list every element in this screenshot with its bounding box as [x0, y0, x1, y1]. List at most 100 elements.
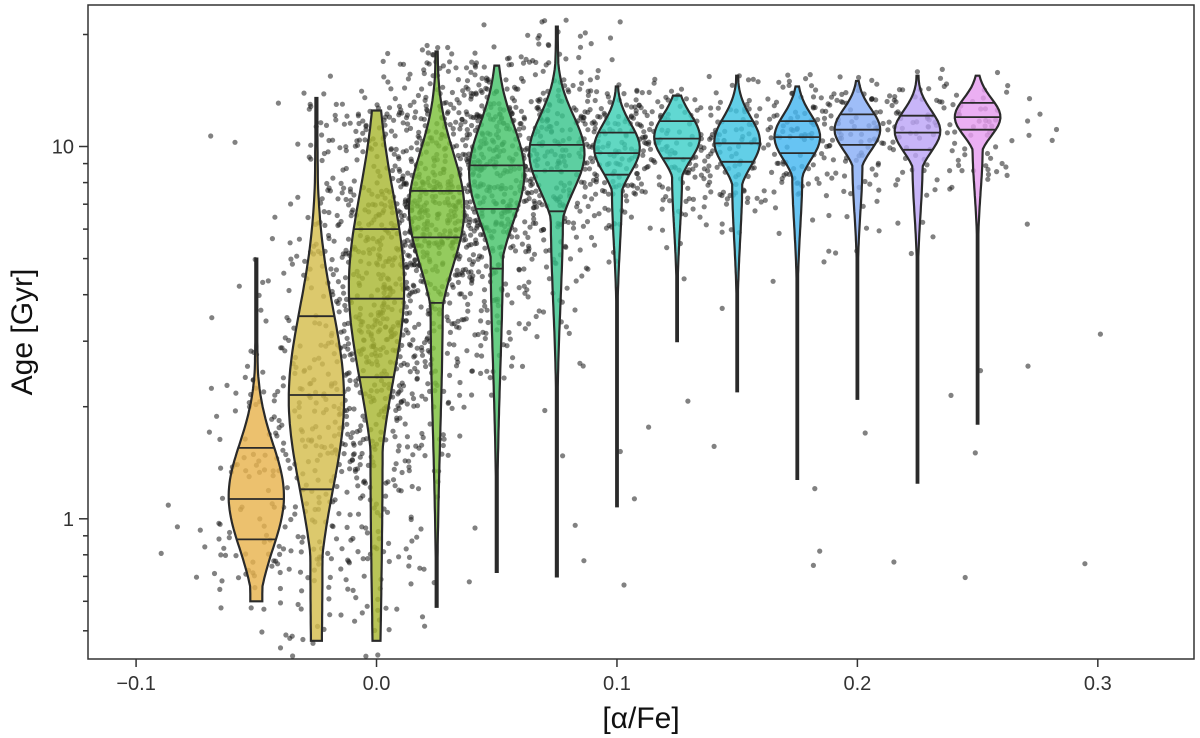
scatter-point — [334, 212, 340, 219]
scatter-point — [391, 117, 397, 123]
scatter-point — [617, 19, 623, 25]
scatter-point — [536, 33, 542, 39]
scatter-point — [449, 89, 455, 96]
scatter-point — [259, 629, 265, 635]
scatter-point — [339, 546, 345, 552]
scatter-point — [350, 440, 356, 446]
scatter-point — [607, 35, 614, 41]
scatter-point — [409, 538, 415, 544]
scatter-point — [529, 189, 535, 196]
scatter-point — [227, 529, 233, 536]
scatter-point — [344, 489, 350, 495]
scatter-point — [752, 208, 758, 214]
scatter-point — [341, 185, 347, 191]
scatter-point — [392, 163, 398, 169]
scatter-point — [344, 335, 350, 341]
scatter-point — [411, 99, 417, 105]
x-tick-label: 0.2 — [843, 673, 871, 695]
scatter-point — [511, 98, 517, 104]
scatter-point — [474, 225, 480, 231]
scatter-point — [258, 307, 264, 313]
scatter-point — [419, 614, 426, 620]
scatter-point — [810, 94, 817, 100]
scatter-point — [521, 116, 528, 122]
scatter-point — [457, 379, 463, 386]
scatter-point — [468, 96, 474, 102]
scatter-point — [468, 114, 474, 120]
scatter-point — [342, 302, 348, 309]
scatter-point — [448, 101, 454, 107]
scatter-point — [483, 263, 489, 269]
scatter-point — [729, 82, 735, 88]
scatter-point — [358, 423, 364, 429]
scatter-point — [504, 292, 511, 298]
scatter-point — [563, 324, 570, 330]
scatter-point — [355, 111, 361, 117]
scatter-point — [244, 363, 251, 369]
scatter-point — [457, 433, 463, 439]
scatter-point — [407, 310, 413, 316]
scatter-point — [393, 461, 399, 467]
scatter-point — [274, 433, 280, 439]
x-axis-label: [α/Fe] — [602, 702, 679, 735]
scatter-point — [449, 321, 455, 327]
scatter-point — [460, 88, 466, 94]
violins — [227, 25, 1002, 642]
scatter-point — [288, 548, 294, 554]
scatter-point — [289, 261, 295, 267]
violin-body — [592, 85, 641, 508]
x-tick-label: 0.3 — [1084, 673, 1112, 695]
scatter-point — [233, 553, 239, 559]
violin-group — [893, 74, 942, 484]
scatter-point — [295, 141, 301, 147]
scatter-point — [447, 372, 453, 378]
scatter-point — [360, 149, 366, 155]
scatter-point — [338, 566, 344, 572]
scatter-point — [397, 209, 403, 215]
scatter-point — [585, 266, 591, 272]
scatter-point — [353, 378, 359, 384]
scatter-point — [282, 348, 288, 354]
scatter-point — [165, 502, 171, 508]
scatter-point — [384, 509, 391, 515]
scatter-point — [509, 234, 515, 240]
scatter-point — [422, 97, 428, 103]
scatter-point — [418, 526, 424, 532]
scatter-point — [593, 191, 599, 197]
scatter-point — [341, 290, 347, 296]
scatter-point — [386, 540, 392, 547]
scatter-point — [407, 369, 413, 375]
scatter-point — [606, 191, 612, 197]
scatter-point — [520, 60, 527, 66]
scatter-point — [396, 103, 403, 109]
scatter-point — [286, 566, 292, 572]
scatter-point — [423, 363, 429, 370]
scatter-point — [713, 90, 719, 96]
scatter-point — [381, 74, 387, 80]
scatter-point — [985, 176, 991, 182]
scatter-point — [218, 605, 224, 611]
scatter-point — [646, 89, 652, 95]
scatter-point — [464, 135, 470, 141]
scatter-point — [361, 573, 367, 579]
scatter-point — [703, 222, 709, 228]
scatter-point — [1024, 221, 1030, 227]
scatter-point — [698, 172, 705, 178]
scatter-point — [690, 166, 696, 172]
scatter-point — [418, 116, 424, 122]
scatter-point — [336, 309, 342, 315]
scatter-point — [564, 285, 570, 291]
scatter-point — [526, 248, 532, 254]
scatter-point — [893, 182, 899, 188]
scatter-point — [468, 232, 474, 238]
scatter-point — [508, 61, 515, 68]
scatter-point — [425, 381, 431, 387]
scatter-point — [302, 258, 308, 264]
scatter-point — [820, 138, 826, 144]
scatter-point — [823, 193, 830, 199]
scatter-point — [521, 283, 527, 289]
scatter-point — [634, 171, 640, 177]
scatter-point — [481, 287, 488, 293]
scatter-point — [529, 256, 535, 262]
